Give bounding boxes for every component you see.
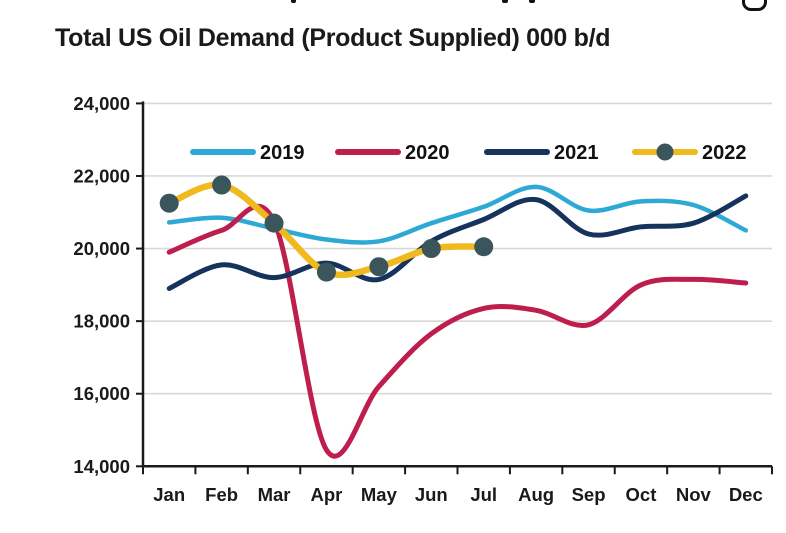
data-point-2022-jan bbox=[159, 193, 179, 213]
data-point-2022-jun bbox=[421, 239, 441, 259]
cropped-text-remnant bbox=[291, 0, 296, 3]
y-axis-label-24000: 24,000 bbox=[73, 93, 130, 114]
x-axis-label-may: May bbox=[361, 484, 398, 505]
x-axis-label-jul: Jul bbox=[470, 484, 497, 505]
cropped-text-remnant bbox=[742, 0, 767, 11]
y-axis-label-14000: 14,000 bbox=[73, 456, 130, 477]
legend-item-2021: 2021 bbox=[554, 142, 599, 164]
series-line-2019 bbox=[166, 184, 749, 245]
legend-item-2022: 2022 bbox=[702, 142, 747, 164]
series-line-2020 bbox=[166, 203, 749, 459]
x-axis-label-sep: Sep bbox=[572, 484, 606, 505]
cropped-text-remnant bbox=[502, 0, 508, 3]
legend-item-2019: 2019 bbox=[260, 142, 305, 164]
x-axis-label-feb: Feb bbox=[205, 484, 238, 505]
x-axis-label-oct: Oct bbox=[626, 484, 657, 505]
legend-marker-2022 bbox=[656, 143, 674, 161]
series-line-2021 bbox=[166, 193, 749, 291]
data-point-2022-may bbox=[369, 257, 389, 277]
x-axis-label-apr: Apr bbox=[311, 484, 343, 505]
legend-item-2020: 2020 bbox=[405, 142, 450, 164]
y-axis-label-20000: 20,000 bbox=[73, 238, 130, 259]
data-point-2022-feb bbox=[212, 175, 232, 195]
x-axis-label-dec: Dec bbox=[729, 484, 763, 505]
data-point-2022-apr bbox=[316, 262, 336, 282]
y-axis-label-22000: 22,000 bbox=[73, 165, 130, 186]
cropped-text-remnant bbox=[529, 0, 535, 3]
x-axis-label-mar: Mar bbox=[258, 484, 291, 505]
chart-title: Total US Oil Demand (Product Supplied) 0… bbox=[55, 24, 611, 52]
data-point-2022-jul bbox=[474, 237, 494, 257]
x-axis-label-jan: Jan bbox=[153, 484, 185, 505]
x-axis-label-aug: Aug bbox=[518, 484, 554, 505]
x-axis-label-jun: Jun bbox=[415, 484, 448, 505]
y-axis-label-18000: 18,000 bbox=[73, 311, 130, 332]
y-axis-label-16000: 16,000 bbox=[73, 383, 130, 404]
data-point-2022-mar bbox=[264, 213, 284, 233]
x-axis-label-nov: Nov bbox=[676, 484, 712, 505]
